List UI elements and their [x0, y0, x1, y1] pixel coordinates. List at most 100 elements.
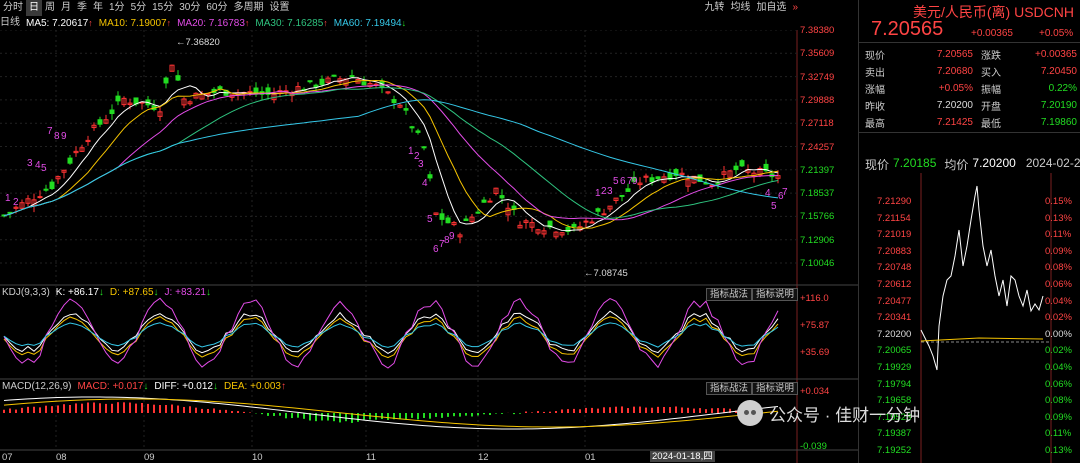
price-axis-label: 7.32749	[800, 71, 835, 83]
period-tab[interactable]: 周	[45, 2, 55, 13]
intraday-price-label: 7.21154	[877, 212, 911, 224]
add-watchlist-button[interactable]: 加自选	[756, 2, 787, 13]
macd-axis-low: -0.039	[800, 441, 827, 452]
ma-button[interactable]: 均线	[730, 2, 751, 13]
kdj-help-button[interactable]: 指标说明	[752, 288, 799, 301]
candle-body	[367, 83, 373, 87]
date-tick: 10	[252, 452, 263, 463]
ma-legend: 日线 MA5: 7.20617↑ MA10: 7.19007↑ MA20: 7.…	[0, 16, 406, 30]
quote-label: 最低	[981, 119, 1001, 130]
quote-row: 现价 7.20565 涨跌 +0.00365	[865, 46, 1079, 63]
ma20-value: MA20: 7.16783↑	[177, 18, 250, 29]
macd-macd-value: MACD: +0.017↓	[77, 381, 149, 392]
last-price: 7.20565	[871, 18, 944, 40]
ma30-line	[3, 87, 779, 219]
quote-label: 卖出	[865, 68, 885, 79]
candle-body	[61, 169, 67, 173]
macd-help-button[interactable]: 指标说明	[752, 382, 799, 395]
candle-body	[25, 198, 31, 204]
quote-value: 7.20200	[936, 100, 973, 111]
date-tick: 11	[366, 452, 376, 463]
period-tab[interactable]: 月	[61, 2, 71, 13]
candle-body	[157, 111, 163, 117]
intraday-pct-label: 0.13%	[1045, 212, 1072, 224]
td-sequence-mark: 1	[408, 146, 414, 157]
candle-body	[67, 157, 73, 164]
candle-body	[181, 98, 187, 106]
intraday-avg-line	[920, 337, 1044, 342]
candle-body	[565, 226, 571, 233]
period-tab[interactable]: 多周期	[233, 2, 264, 13]
period-tab[interactable]: 设置	[269, 2, 290, 13]
intraday-pct-label: 0.11%	[1045, 428, 1072, 440]
candle-body	[631, 176, 637, 182]
candle-body	[685, 179, 691, 187]
period-tab[interactable]: 30分	[179, 2, 201, 13]
candle-body	[535, 229, 541, 234]
macd-legend: MACD(12,26,9) MACD: +0.017↓ DIFF: +0.012…	[2, 381, 286, 392]
kdj-k-line	[3, 310, 779, 355]
candle-body	[319, 78, 325, 86]
intraday-price-label: 7.20341	[877, 312, 912, 324]
candle-body	[37, 196, 43, 199]
kdj-d-value: D: +87.65↓	[109, 287, 159, 298]
candle-body	[13, 206, 19, 209]
candle-body	[463, 218, 469, 222]
candle-body	[217, 86, 223, 90]
candle-body	[115, 95, 121, 102]
candle-body	[541, 230, 547, 235]
macd-diff-value: DIFF: +0.012↓	[154, 381, 218, 392]
macd-axis-high: +0.034	[800, 386, 830, 397]
kdj-axis-mid: +75.87	[800, 320, 830, 331]
candle-body	[43, 188, 49, 191]
candle-body	[523, 220, 529, 223]
intraday-chart[interactable]	[859, 173, 1080, 463]
intraday-price-label: 7.20883	[877, 245, 912, 257]
quote-value: 7.21425	[936, 117, 973, 128]
macd-strategy-button[interactable]: 指标战法	[706, 382, 753, 395]
period-tab[interactable]: 1分	[109, 2, 125, 13]
price-axis-label: 7.18537	[800, 188, 835, 200]
kdj-strategy-button[interactable]: 指标战法	[706, 288, 753, 301]
date-tick: 08	[56, 452, 67, 463]
intraday-pct-label: 0.09%	[1045, 411, 1072, 423]
period-tab[interactable]: 5分	[130, 2, 147, 13]
wechat-icon	[737, 400, 763, 426]
candle-body	[91, 124, 97, 129]
candle-body	[643, 175, 649, 178]
candle-body	[613, 197, 619, 201]
candle-body	[619, 194, 625, 197]
candle-body	[349, 75, 355, 78]
candle-body	[559, 232, 565, 236]
ma60-value: MA60: 7.19494↓	[333, 18, 407, 29]
intraday-price-label: 7.21019	[877, 229, 912, 241]
intraday-pct-label: 0.11%	[1045, 229, 1072, 241]
period-tab[interactable]: 15分	[152, 2, 174, 13]
candle-body	[103, 119, 109, 124]
nine-turn-button[interactable]: 九转	[704, 2, 725, 13]
td-sequence-mark: 5	[41, 163, 47, 174]
kline-chart[interactable]	[0, 30, 858, 463]
intraday-pct-label: 0.08%	[1045, 262, 1072, 274]
quote-label: 开盘	[981, 102, 1001, 113]
candle-body	[721, 171, 727, 175]
intraday-pct-label: 0.02%	[1045, 345, 1072, 357]
td-sequence-mark: 7	[439, 239, 445, 250]
candle-body	[409, 126, 415, 129]
candle-body	[757, 167, 763, 176]
intraday-price-line	[920, 185, 1044, 371]
candle-body	[547, 220, 553, 228]
candle-body	[433, 212, 439, 215]
candle-body	[451, 222, 457, 226]
period-tab[interactable]: 分时	[3, 2, 23, 13]
period-tab[interactable]: 季	[77, 2, 87, 13]
candle-body	[475, 211, 481, 214]
period-tab[interactable]: 年	[93, 2, 103, 13]
period-tab[interactable]: 60分	[206, 2, 228, 13]
price-axis-label: 7.15766	[800, 211, 835, 223]
candle-body	[73, 150, 79, 154]
macd-dea-line	[3, 398, 779, 428]
more-icon[interactable]: »	[792, 2, 798, 13]
period-tab[interactable]: 日	[26, 0, 42, 16]
price-axis-label: 7.38380	[800, 25, 835, 36]
